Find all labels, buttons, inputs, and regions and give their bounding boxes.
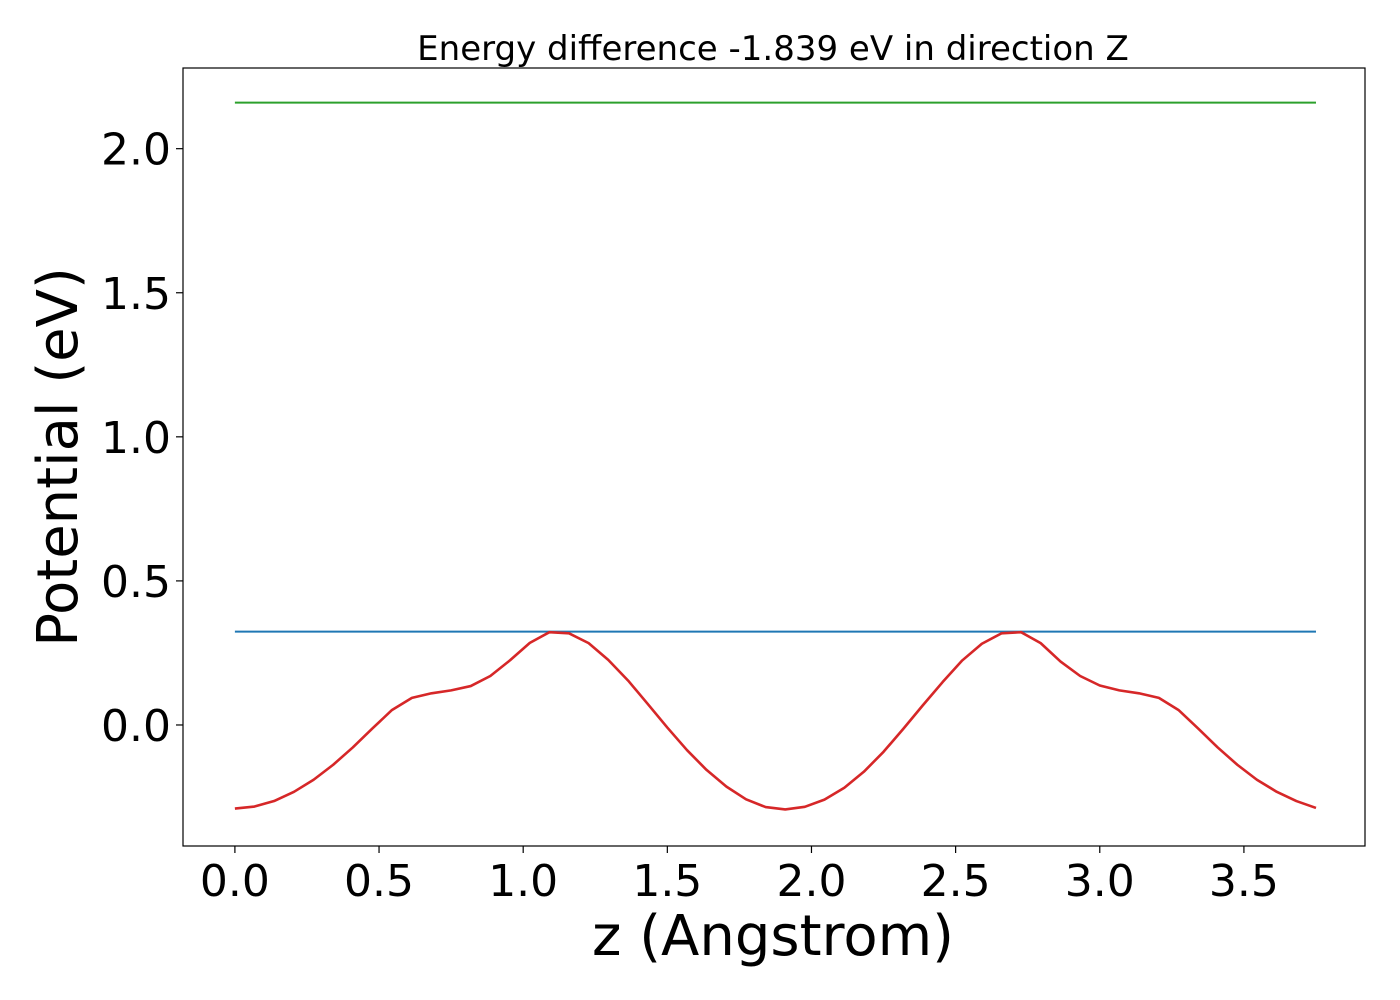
x-tick-label: 0.0 xyxy=(200,856,270,907)
y-tick-label: 1.5 xyxy=(101,269,171,320)
series-line-3 xyxy=(234,630,1317,811)
x-axis: 0.0 0.5 1.0 1.5 2.0 2.5 3.0 3.5 xyxy=(200,846,1279,907)
x-tick-label: 1.0 xyxy=(488,856,558,907)
x-tick-label: 2.5 xyxy=(921,856,991,907)
y-axis-label: Potential (eV) xyxy=(26,267,91,647)
y-axis: 0.0 0.5 1.0 1.5 2.0 xyxy=(101,125,183,752)
chart-title: Energy difference -1.839 eV in direction… xyxy=(417,29,1129,69)
x-tick-label: 2.0 xyxy=(776,856,846,907)
x-tick-label: 3.0 xyxy=(1065,856,1135,907)
y-tick-label: 0.5 xyxy=(101,557,171,608)
x-tick-label: 3.5 xyxy=(1209,856,1279,907)
x-tick-label: 0.5 xyxy=(344,856,414,907)
y-tick-label: 0.0 xyxy=(101,701,171,752)
x-tick-label: 1.5 xyxy=(632,856,702,907)
series-layer xyxy=(234,101,1317,811)
y-tick-label: 2.0 xyxy=(101,125,171,176)
y-tick-label: 1.0 xyxy=(101,413,171,464)
x-axis-label: z (Angstrom) xyxy=(592,904,954,969)
plot-area-frame xyxy=(182,67,1366,847)
